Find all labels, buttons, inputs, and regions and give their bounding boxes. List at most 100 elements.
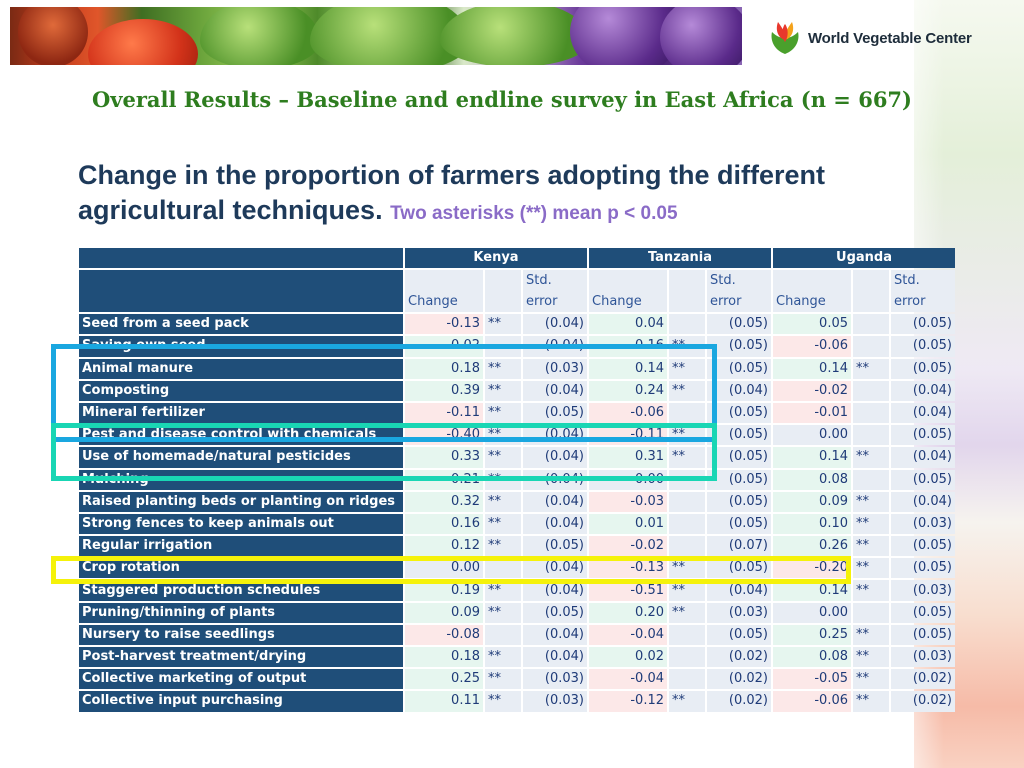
table-row: Pest and disease control with chemicals -… (79, 425, 955, 446)
heading-main: Change in the proportion of farmers adop… (78, 160, 825, 225)
uganda-std-error: (0.05) (891, 358, 955, 379)
kenya-std-error: (0.04) (523, 647, 587, 668)
uganda-std-error: (0.05) (891, 624, 955, 645)
row-label: Post-harvest treatment/drying (79, 647, 403, 668)
table-row: Saving own seed 0.02 (0.04) 0.16 ** (0.05) -0.… (79, 336, 955, 357)
row-label: Collective input purchasing (79, 691, 403, 712)
tanzania-std-error: (0.05) (707, 425, 771, 446)
uganda-std-error: (0.04) (891, 491, 955, 512)
kenya-change: 0.02 (405, 336, 483, 357)
kenya-std-error: (0.05) (523, 602, 587, 623)
tanzania-std-error: (0.05) (707, 447, 771, 468)
tanzania-change: 0.04 (589, 314, 667, 335)
uganda-change: 0.00 (773, 425, 851, 446)
kenya-change: 0.33 (405, 447, 483, 468)
kenya-change: -0.13 (405, 314, 483, 335)
kenya-significance: ** (485, 691, 521, 712)
uganda-std-error: (0.03) (891, 580, 955, 601)
tanzania-change: 0.31 (589, 447, 667, 468)
row-label: Raised planting beds or planting on ridg… (79, 491, 403, 512)
kenya-significance: ** (485, 536, 521, 557)
row-label: Strong fences to keep animals out (79, 513, 403, 535)
tanzania-std-error: (0.05) (707, 513, 771, 535)
uganda-significance: ** (853, 513, 889, 535)
uganda-change: -0.20 (773, 558, 851, 579)
table-row: Regular irrigation 0.12 ** (0.05) -0.02 (0.07… (79, 536, 955, 557)
uganda-change: 0.14 (773, 358, 851, 379)
kenya-change: -0.11 (405, 402, 483, 424)
uganda-std-error: (0.04) (891, 380, 955, 401)
uganda-change: 0.08 (773, 647, 851, 668)
tanzania-change: 0.24 (589, 380, 667, 401)
leaf-shape (200, 7, 320, 65)
tanzania-significance (669, 647, 705, 668)
country-uganda: Uganda (773, 248, 955, 269)
kenya-change: 0.12 (405, 536, 483, 557)
subheader-blank (79, 270, 403, 313)
table-row: Crop rotation 0.00 (0.04) -0.13 ** (0.05) -0.2… (79, 558, 955, 579)
uganda-change: 0.25 (773, 624, 851, 645)
uganda-std-error: (0.02) (891, 669, 955, 690)
table-row: Mulching 0.21 ** (0.04) 0.00 (0.05) 0.08 (0.05) (79, 469, 955, 490)
kenya-significance: ** (485, 491, 521, 512)
row-label: Animal manure (79, 358, 403, 379)
uganda-change: -0.02 (773, 380, 851, 401)
tanzania-change: 0.16 (589, 336, 667, 357)
uganda-std-error: (0.05) (891, 336, 955, 357)
tanzania-change: -0.02 (589, 536, 667, 557)
uganda-significance (853, 469, 889, 490)
uganda-change: 0.05 (773, 314, 851, 335)
tanzania-change: 0.01 (589, 513, 667, 535)
tanzania-std-error: (0.05) (707, 358, 771, 379)
subheader-se: Std. error (707, 270, 771, 313)
country-header-row: Kenya Tanzania Uganda (79, 248, 955, 269)
uganda-std-error: (0.05) (891, 425, 955, 446)
table-row: Use of homemade/natural pesticides 0.33 **… (79, 447, 955, 468)
uganda-significance (853, 380, 889, 401)
uganda-std-error: (0.04) (891, 447, 955, 468)
kenya-significance: ** (485, 513, 521, 535)
uganda-significance: ** (853, 580, 889, 601)
uganda-significance (853, 314, 889, 335)
uganda-std-error: (0.04) (891, 402, 955, 424)
heading: Change in the proportion of farmers adop… (78, 158, 898, 231)
tanzania-change: 0.14 (589, 358, 667, 379)
tanzania-std-error: (0.07) (707, 536, 771, 557)
kenya-std-error: (0.04) (523, 447, 587, 468)
kenya-change: 0.18 (405, 358, 483, 379)
kenya-change: 0.21 (405, 469, 483, 490)
kenya-std-error: (0.04) (523, 624, 587, 645)
uganda-significance: ** (853, 536, 889, 557)
tanzania-significance: ** (669, 358, 705, 379)
kenya-std-error: (0.04) (523, 380, 587, 401)
row-label: Mulching (79, 469, 403, 490)
tanzania-change: -0.12 (589, 691, 667, 712)
kenya-change: 0.09 (405, 602, 483, 623)
kenya-significance: ** (485, 402, 521, 424)
logo-icon (771, 22, 799, 54)
subheader-se: Std. error (523, 270, 587, 313)
kenya-change: 0.39 (405, 380, 483, 401)
uganda-significance: ** (853, 358, 889, 379)
kenya-significance: ** (485, 647, 521, 668)
kenya-std-error: (0.05) (523, 402, 587, 424)
kenya-change: 0.18 (405, 647, 483, 668)
kenya-std-error: (0.03) (523, 669, 587, 690)
uganda-std-error: (0.05) (891, 602, 955, 623)
tanzania-significance: ** (669, 336, 705, 357)
uganda-change: 0.09 (773, 491, 851, 512)
tanzania-std-error: (0.05) (707, 558, 771, 579)
kenya-significance: ** (485, 380, 521, 401)
tanzania-significance (669, 669, 705, 690)
logo-text: World Vegetable Center (808, 29, 972, 47)
tanzania-change: -0.51 (589, 580, 667, 601)
uganda-change: 0.08 (773, 469, 851, 490)
kenya-std-error: (0.03) (523, 358, 587, 379)
row-label: Staggered production schedules (79, 580, 403, 601)
uganda-change: 0.00 (773, 602, 851, 623)
kenya-change: -0.40 (405, 425, 483, 446)
tanzania-std-error: (0.05) (707, 336, 771, 357)
tanzania-significance: ** (669, 602, 705, 623)
kenya-significance: ** (485, 358, 521, 379)
uganda-std-error: (0.05) (891, 536, 955, 557)
